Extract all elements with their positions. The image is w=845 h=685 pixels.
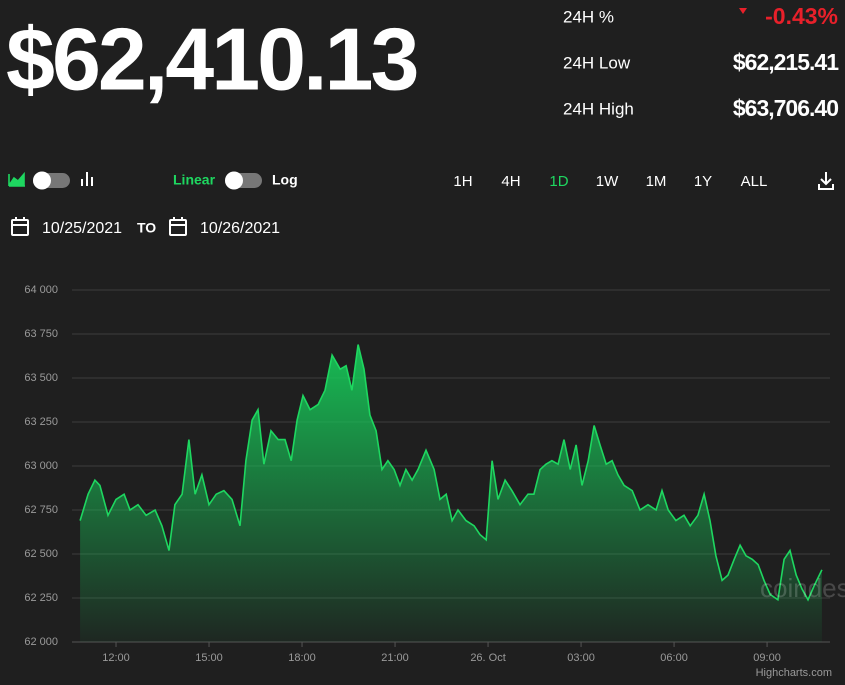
price: $62,410.13 xyxy=(6,9,416,108)
x-tick-label: 18:00 xyxy=(288,652,316,664)
range-button[interactable]: ALL xyxy=(741,173,768,190)
y-tick-label: 63 000 xyxy=(24,460,58,472)
range-button[interactable]: 1D xyxy=(549,173,568,190)
y-tick-label: 62 500 xyxy=(24,548,58,560)
y-tick-label: 62 750 xyxy=(24,504,58,516)
y-tick-label: 63 750 xyxy=(24,328,58,340)
price-line xyxy=(79,344,823,602)
watermark: coindesk xyxy=(760,573,845,603)
stat-value: $62,215.41 xyxy=(733,49,839,75)
x-tick-label: 03:00 xyxy=(567,652,595,664)
stat-value: $63,706.40 xyxy=(733,95,838,121)
range-button[interactable]: 1W xyxy=(596,173,619,190)
scale-option[interactable]: Linear xyxy=(173,172,216,188)
y-tick-label: 62 250 xyxy=(24,592,58,604)
range-button[interactable]: 1H xyxy=(453,173,472,190)
x-tick-label: 12:00 xyxy=(102,652,130,664)
date-to[interactable]: 10/26/2021 xyxy=(200,220,280,237)
x-tick-label: 21:00 xyxy=(381,652,409,664)
x-tick-label: 26. Oct xyxy=(470,652,505,664)
price-area xyxy=(80,344,822,642)
x-tick-label: 09:00 xyxy=(753,652,781,664)
credit[interactable]: Highcharts.com xyxy=(756,667,832,679)
range-button[interactable]: 4H xyxy=(501,173,520,190)
range-button[interactable]: 1Y xyxy=(694,173,712,190)
date-separator: TO xyxy=(137,220,156,236)
calendar-icon[interactable] xyxy=(169,217,187,236)
calendar-icon[interactable] xyxy=(11,217,29,236)
date-from[interactable]: 10/25/2021 xyxy=(42,220,122,237)
download-icon[interactable] xyxy=(818,172,834,190)
range-button[interactable]: 1M xyxy=(646,173,667,190)
y-tick-label: 63 500 xyxy=(24,372,58,384)
y-tick-label: 63 250 xyxy=(24,416,58,428)
bar-icon[interactable] xyxy=(81,172,93,186)
x-tick-label: 15:00 xyxy=(195,652,223,664)
scale-option[interactable]: Log xyxy=(272,172,298,188)
stat-label: 24H Low xyxy=(563,53,631,72)
down-arrow xyxy=(739,8,747,14)
stat-label: 24H High xyxy=(563,99,634,118)
y-tick-label: 64 000 xyxy=(24,284,58,296)
stat-label: 24H % xyxy=(563,7,614,26)
chart-toggle[interactable] xyxy=(33,171,70,190)
x-tick-label: 06:00 xyxy=(660,652,688,664)
stat-value: -0.43% xyxy=(765,3,838,29)
scale-toggle[interactable] xyxy=(225,171,262,190)
area-icon[interactable] xyxy=(8,171,25,187)
y-tick-label: 62 000 xyxy=(24,636,58,648)
